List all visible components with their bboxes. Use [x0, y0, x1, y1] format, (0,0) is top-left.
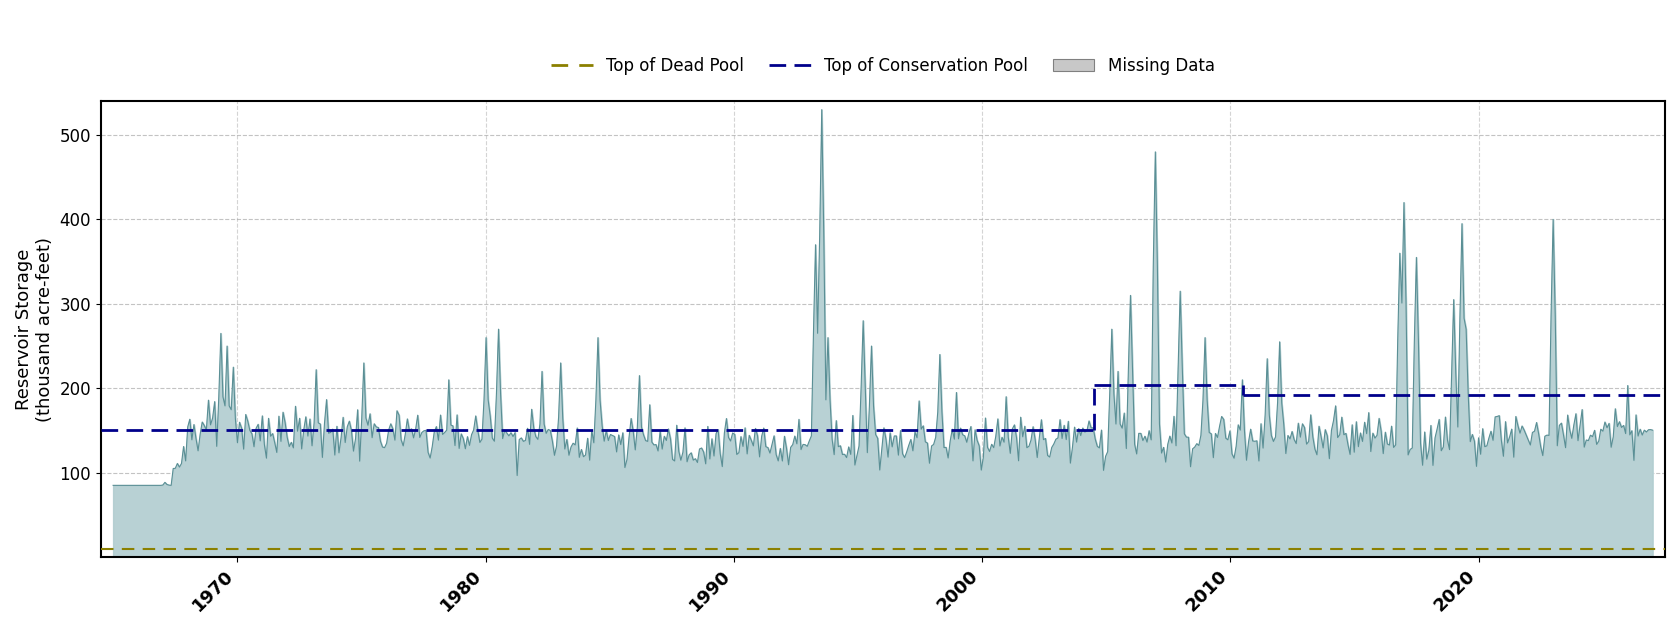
Legend: Top of Dead Pool, Top of Conservation Pool, Missing Data: Top of Dead Pool, Top of Conservation Po… — [544, 50, 1221, 82]
Y-axis label: Reservoir Storage
(thousand acre-feet): Reservoir Storage (thousand acre-feet) — [15, 237, 54, 421]
